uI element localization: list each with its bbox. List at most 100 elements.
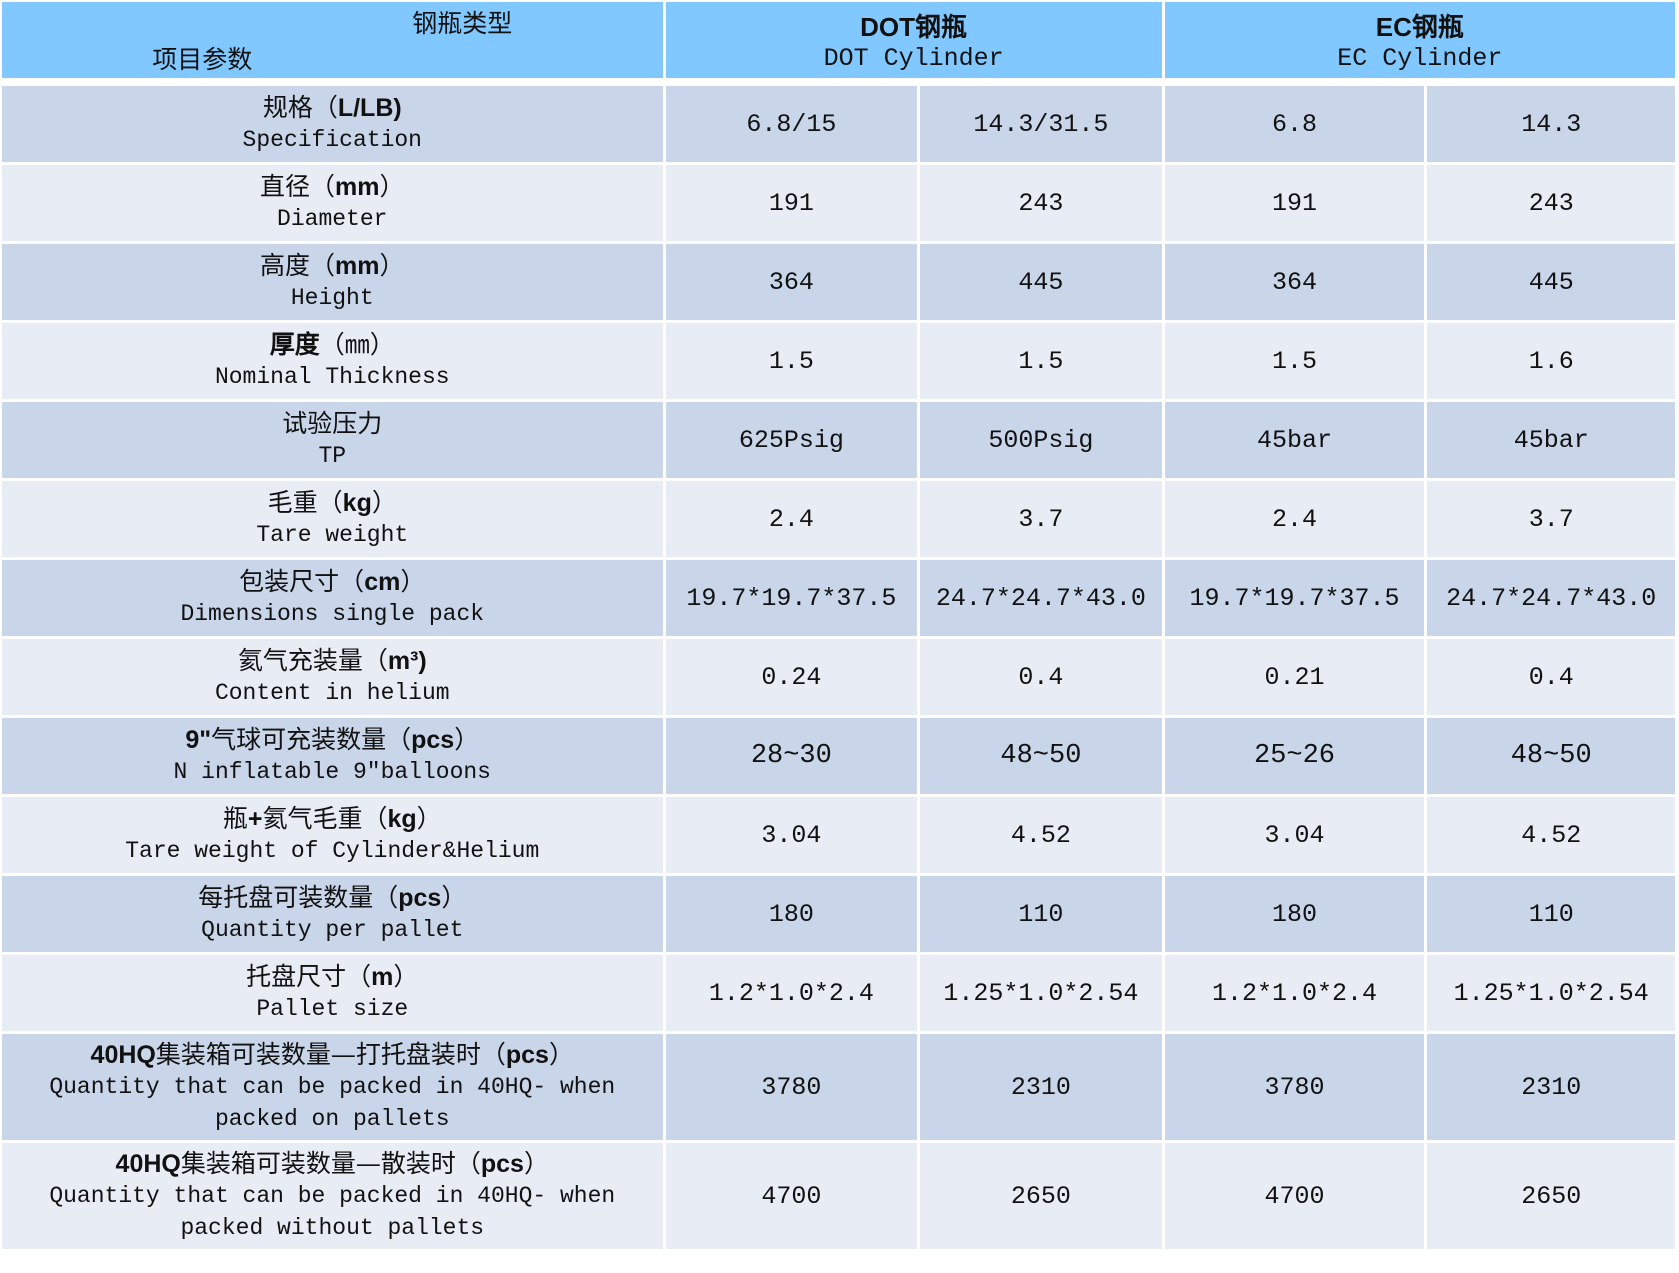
- corner-top-label: 钢瓶类型: [412, 9, 513, 38]
- row-label-en: Content in helium: [214, 680, 450, 706]
- value-cell: 1.25*1.0*2.54: [920, 955, 1162, 1031]
- label-part: 集装箱可装数量—散装时（: [180, 1149, 481, 1178]
- table-row: 9"气球可充装数量（pcs） N inflatable 9″balloons 28~…: [2, 718, 1675, 794]
- row-label-cn: 40HQ集装箱可装数量—打托盘装时（pcs）: [2, 1039, 663, 1071]
- value-cell: 6.8: [1164, 86, 1425, 162]
- value-cell: 243: [920, 165, 1162, 241]
- row-label-cell: 40HQ集装箱可装数量—打托盘装时（pcs） Quantity that can …: [2, 1034, 663, 1140]
- label-part: ）: [416, 804, 442, 833]
- label-part: m³): [387, 647, 427, 675]
- row-label-en: Pallet size: [256, 996, 409, 1022]
- value-cell: 45bar: [1427, 402, 1675, 478]
- row-label-cell: 直径（mm） Diameter: [2, 165, 663, 241]
- value-cell: 2650: [1427, 1143, 1675, 1249]
- table-row: 瓶+氦气毛重（kg） Tare weight of Cylinder&Helium…: [2, 797, 1675, 873]
- row-label-cn: 规格（L/LB): [2, 92, 663, 124]
- row-label-en: Quantity that can be packed in 40HQ- whe…: [49, 1074, 630, 1132]
- row-label-en: N inflatable 9″balloons: [173, 759, 491, 785]
- label-part: ）: [379, 251, 405, 280]
- value-cell: 0.24: [665, 639, 918, 715]
- label-part: 40HQ: [115, 1150, 181, 1178]
- value-cell: 4700: [665, 1143, 918, 1249]
- value-cell: 110: [920, 876, 1162, 952]
- value-cell: 3.04: [665, 797, 918, 873]
- value-cell: 1.5: [920, 323, 1162, 399]
- value-cell: 180: [1164, 876, 1425, 952]
- value-cell: 1.2*1.0*2.4: [665, 955, 918, 1031]
- row-label-cn: 试验压力: [2, 408, 663, 440]
- row-label-cn: 厚度（㎜）: [2, 329, 663, 361]
- label-part: kg: [342, 489, 372, 517]
- label-part: ）: [523, 1149, 549, 1178]
- label-part: 厚度: [269, 331, 320, 359]
- value-cell: 2310: [1427, 1034, 1675, 1140]
- table-row: 氦气充装量（m³) Content in helium 0.24 0.4 0.21 0.4: [2, 639, 1675, 715]
- row-label-cell: 规格（L/LB) Specification: [2, 86, 663, 162]
- table-row: 厚度（㎜） Nominal Thickness 1.5 1.5 1.5 1.6: [2, 323, 1675, 399]
- value-cell: 0.4: [1427, 639, 1675, 715]
- table-row: 40HQ集装箱可装数量—打托盘装时（pcs） Quantity that can …: [2, 1034, 1675, 1140]
- row-label-cell: 毛重（kg） Tare weight: [2, 481, 663, 557]
- label-part: 每托盘可装数量（: [198, 883, 399, 912]
- label-part: ）: [379, 172, 405, 201]
- value-cell: 19.7*19.7*37.5: [665, 560, 918, 636]
- label-part: 氦气充装量（: [237, 646, 388, 675]
- group-en-label: DOT Cylinder: [823, 44, 1004, 73]
- label-part: ）: [441, 883, 467, 912]
- value-cell: 2.4: [665, 481, 918, 557]
- row-label-en: Specification: [242, 127, 422, 153]
- label-part: 瓶: [222, 804, 248, 833]
- corner-header-cell: 钢瓶类型 项目参数: [2, 2, 663, 78]
- label-part: ）: [454, 725, 480, 754]
- row-label-en: Height: [290, 285, 374, 311]
- value-cell: 1.5: [1164, 323, 1425, 399]
- row-label-cn: 每托盘可装数量（pcs）: [2, 882, 663, 914]
- table-row: 直径（mm） Diameter 191 243 191 243: [2, 165, 1675, 241]
- value-cell: 110: [1427, 876, 1675, 952]
- value-cell: 6.8/15: [665, 86, 918, 162]
- value-cell: 24.7*24.7*43.0: [920, 560, 1162, 636]
- value-cell: 445: [920, 244, 1162, 320]
- value-cell: 3.7: [920, 481, 1162, 557]
- label-part: pcs: [505, 1041, 549, 1069]
- value-cell: 625Psig: [665, 402, 918, 478]
- value-cell: 2650: [920, 1143, 1162, 1249]
- label-part: ）: [548, 1040, 574, 1069]
- value-cell: 48~50: [920, 718, 1162, 794]
- row-label-cn: 高度（mm）: [2, 250, 663, 282]
- row-label-en: Diameter: [277, 206, 388, 232]
- group-en-label: EC Cylinder: [1337, 44, 1503, 73]
- value-cell: 48~50: [1427, 718, 1675, 794]
- value-cell: 2310: [920, 1034, 1162, 1140]
- value-cell: 3.7: [1427, 481, 1675, 557]
- row-label-cell: 每托盘可装数量（pcs） Quantity per pallet: [2, 876, 663, 952]
- row-label-cell: 包装尺寸（cm） Dimensions single pack: [2, 560, 663, 636]
- label-part: 氦气毛重（: [262, 804, 388, 833]
- value-cell: 25~26: [1164, 718, 1425, 794]
- label-part: 规格（: [262, 93, 338, 122]
- table-row: 每托盘可装数量（pcs） Quantity per pallet 180 110 180…: [2, 876, 1675, 952]
- row-label-en: Tare weight: [256, 522, 409, 548]
- label-part: ）: [393, 962, 419, 991]
- value-cell: 1.25*1.0*2.54: [1427, 955, 1675, 1031]
- value-cell: 180: [665, 876, 918, 952]
- value-cell: 445: [1427, 244, 1675, 320]
- row-label-en: Quantity per pallet: [201, 917, 464, 943]
- row-label-cell: 瓶+氦气毛重（kg） Tare weight of Cylinder&Helium: [2, 797, 663, 873]
- label-part: pcs: [480, 1150, 524, 1178]
- group-cn-label: EC钢瓶: [1375, 12, 1464, 42]
- value-cell: 19.7*19.7*37.5: [1164, 560, 1425, 636]
- value-cell: 2.4: [1164, 481, 1425, 557]
- table-row: 托盘尺寸（m） Pallet size 1.2*1.0*2.4 1.25*1.0*2.…: [2, 955, 1675, 1031]
- value-cell: 1.2*1.0*2.4: [1164, 955, 1425, 1031]
- value-cell: 191: [1164, 165, 1425, 241]
- label-part: 试验压力: [282, 409, 383, 438]
- row-label-cell: 托盘尺寸（m） Pallet size: [2, 955, 663, 1031]
- row-label-cell: 试验压力 TP: [2, 402, 663, 478]
- label-part: （㎜）: [319, 330, 395, 359]
- value-cell: 364: [665, 244, 918, 320]
- value-cell: 191: [665, 165, 918, 241]
- label-part: ）: [400, 567, 426, 596]
- row-label-cn: 托盘尺寸（m）: [2, 961, 663, 993]
- row-label-en: Tare weight of Cylinder&Helium: [125, 838, 540, 864]
